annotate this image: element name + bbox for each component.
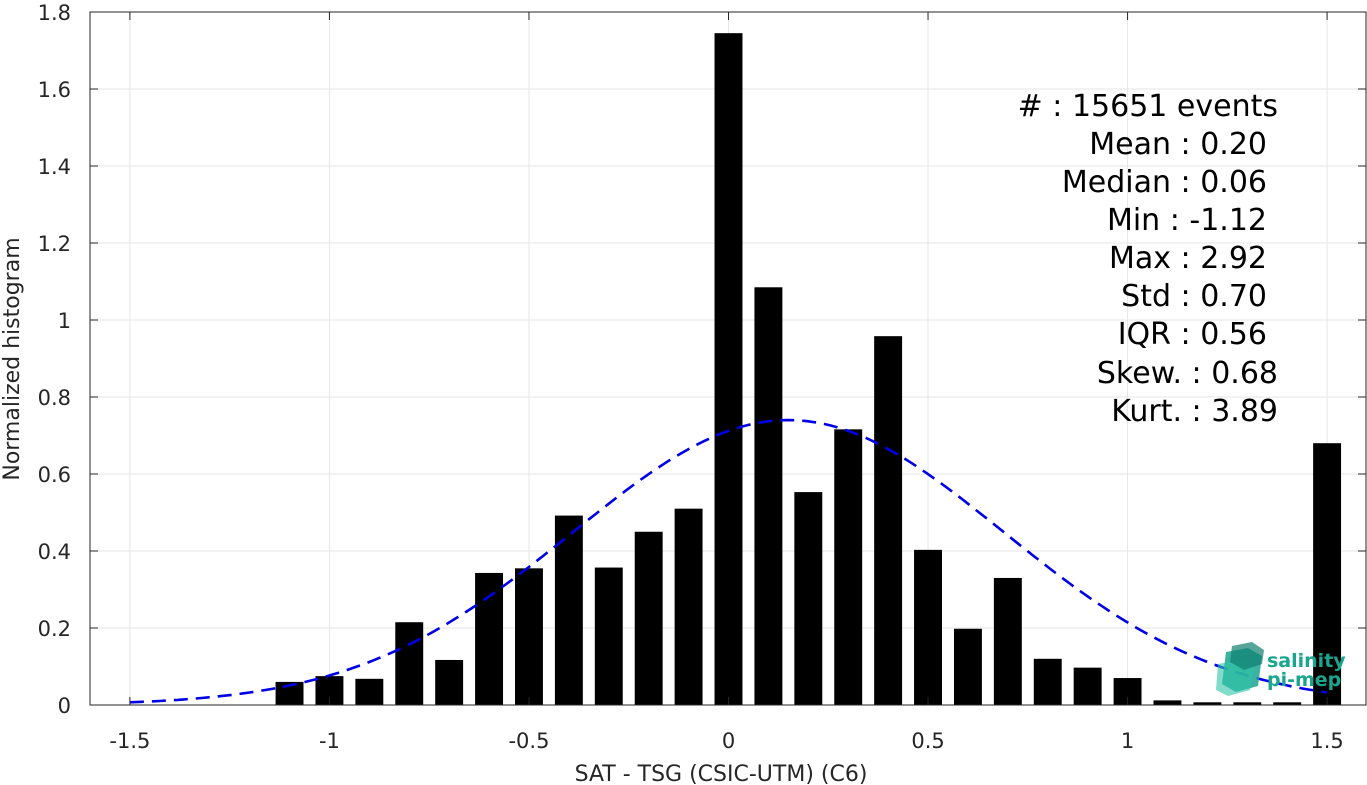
stat-mean: Mean : 0.20 bbox=[1089, 127, 1267, 162]
y-tick-label: 0.8 bbox=[38, 386, 71, 410]
histogram-bar bbox=[714, 33, 743, 706]
stat-kurt: Kurt. : 3.89 bbox=[1111, 394, 1278, 429]
y-tick-label: 0 bbox=[58, 694, 71, 718]
stat-std: Std : 0.70 bbox=[1121, 279, 1267, 314]
histogram-bar bbox=[515, 568, 543, 705]
histogram-bar bbox=[953, 628, 982, 705]
histogram-bar bbox=[1073, 667, 1102, 705]
x-tick-labels: -1.5 -1 -0.5 0 0.5 1 1.5 bbox=[109, 729, 1343, 753]
stat-max: Max : 2.92 bbox=[1109, 241, 1267, 276]
stat-iqr: IQR : 0.56 bbox=[1118, 317, 1267, 352]
y-tick-label: 1.2 bbox=[38, 232, 71, 256]
histogram-bar bbox=[275, 681, 304, 705]
x-tick-label: -1 bbox=[319, 729, 340, 753]
stat-events: # : 15651 events bbox=[1018, 89, 1278, 124]
y-tick-label: 0.2 bbox=[38, 617, 71, 641]
histogram-bar bbox=[1033, 658, 1062, 705]
salinity-pi-mep-logo: salinity pi-mep bbox=[1216, 642, 1346, 696]
statistics-panel: # : 15651 events Mean : 0.20 Median : 0.… bbox=[1018, 89, 1278, 429]
gaussian-fit-curve bbox=[129, 418, 1328, 704]
histogram-bar bbox=[993, 577, 1022, 705]
histogram-bar bbox=[554, 515, 583, 705]
y-axis-title: Normalized histogram bbox=[0, 237, 25, 480]
y-tick-label: 0.6 bbox=[38, 463, 71, 487]
histogram-bar bbox=[594, 567, 623, 705]
x-tick-label: -0.5 bbox=[508, 729, 549, 753]
histogram-bar bbox=[1193, 702, 1222, 705]
histogram-bars bbox=[275, 33, 1342, 706]
histogram-bar bbox=[355, 678, 384, 705]
x-axis-title: SAT - TSG (CSIC-UTM) (C6) bbox=[575, 762, 868, 785]
logo-text-pi-mep: pi-mep bbox=[1267, 669, 1341, 691]
histogram-bar bbox=[475, 572, 504, 705]
x-tick-label: 1 bbox=[1121, 729, 1134, 753]
histogram-bar bbox=[634, 531, 663, 705]
stat-median: Median : 0.06 bbox=[1062, 165, 1267, 200]
histogram-bar bbox=[794, 492, 823, 705]
histogram-bar bbox=[674, 508, 703, 705]
histogram-bar bbox=[834, 429, 863, 705]
x-tick-label: 0 bbox=[722, 729, 735, 753]
histogram-bar bbox=[395, 622, 424, 705]
axis-ticks bbox=[90, 11, 1366, 706]
logo-text-salinity: salinity bbox=[1267, 650, 1346, 672]
histogram-bar bbox=[1273, 702, 1302, 705]
histogram-bar bbox=[1153, 700, 1182, 705]
y-tick-label: 1.6 bbox=[38, 78, 71, 102]
x-tick-label: 1.5 bbox=[1310, 729, 1343, 753]
logo-icon bbox=[1216, 642, 1264, 696]
histogram-bar bbox=[914, 549, 942, 705]
x-tick-label: 0.5 bbox=[911, 729, 944, 753]
y-tick-label: 1 bbox=[58, 309, 71, 333]
histogram-bar bbox=[874, 336, 903, 705]
histogram-bar bbox=[1233, 702, 1262, 705]
y-tick-labels: 0 0.2 0.4 0.6 0.8 1 1.2 1.4 1.6 1.8 bbox=[38, 1, 71, 718]
y-tick-label: 1.8 bbox=[38, 1, 71, 25]
histogram-bar bbox=[754, 287, 783, 705]
y-tick-label: 0.4 bbox=[38, 540, 71, 564]
stat-min: Min : -1.12 bbox=[1107, 203, 1267, 238]
stat-skew: Skew. : 0.68 bbox=[1097, 356, 1278, 391]
y-tick-label: 1.4 bbox=[38, 155, 71, 179]
histogram-bar bbox=[1313, 443, 1342, 705]
x-tick-label: -1.5 bbox=[109, 729, 150, 753]
histogram-bar bbox=[435, 659, 464, 705]
